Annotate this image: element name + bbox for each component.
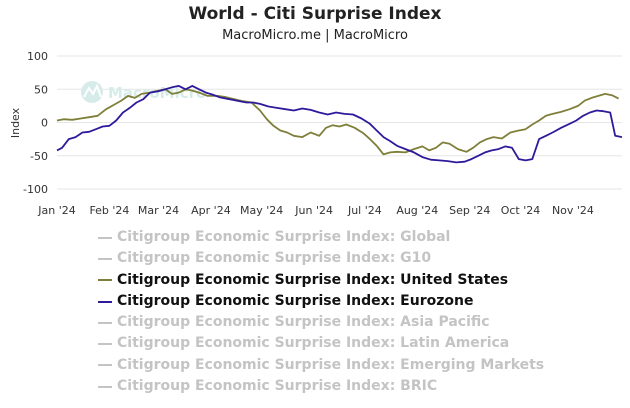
y-tick-label: -50 <box>30 150 48 163</box>
x-tick-label: Aug '24 <box>396 204 438 217</box>
y-axis-label: Index <box>9 107 22 138</box>
x-tick-label: Sep '24 <box>449 204 490 217</box>
legend-label: Citigroup Economic Surprise Index: Globa… <box>117 229 451 245</box>
legend-item[interactable]: Citigroup Economic Surprise Index: Euroz… <box>98 291 544 312</box>
y-axis-ticks: 100 50 0 -50 -100 <box>23 50 48 196</box>
y-tick-label: 50 <box>34 83 48 96</box>
legend-item[interactable]: Citigroup Economic Surprise Index: G10 <box>98 248 544 269</box>
legend: Citigroup Economic Surprise Index: Globa… <box>98 227 544 397</box>
legend-line-icon <box>98 279 112 282</box>
x-tick-label: Oct '24 <box>501 204 541 217</box>
legend-line-icon <box>98 236 112 239</box>
y-tick-label: -100 <box>23 183 48 196</box>
legend-line-icon <box>98 385 112 388</box>
legend-item[interactable]: Citigroup Economic Surprise Index: Asia … <box>98 312 544 333</box>
x-tick-label: Jul '24 <box>347 204 382 217</box>
x-tick-label: Mar '24 <box>138 204 179 217</box>
series-lines <box>56 85 623 164</box>
legend-line-icon <box>98 300 112 303</box>
x-axis-ticks: Jan '24 Feb '24 Mar '24 Apr '24 May '24 Jun '… <box>37 204 594 217</box>
legend-label: Citigroup Economic Surprise Index: Latin… <box>117 335 510 352</box>
x-tick-label: Feb '24 <box>89 204 129 217</box>
legend-item[interactable]: Citigroup Economic Surprise Index: Emerg… <box>98 355 544 376</box>
chart-subtitle: MacroMicro.me | MacroMicro <box>222 28 408 43</box>
y-tick-label: 100 <box>27 50 48 63</box>
x-tick-label: Apr '24 <box>191 204 231 217</box>
x-tick-label: May '24 <box>240 204 283 217</box>
legend-label: Citigroup Economic Surprise Index: Unite… <box>117 271 509 288</box>
legend-line-icon <box>98 321 112 324</box>
y-tick-label: 0 <box>41 117 48 130</box>
legend-item[interactable]: Citigroup Economic Surprise Index: Latin… <box>98 333 544 354</box>
legend-label: Citigroup Economic Surprise Index: Euroz… <box>117 292 474 309</box>
legend-line-icon <box>98 364 112 367</box>
x-tick-label: Nov '24 <box>552 204 594 217</box>
legend-label: Citigroup Economic Surprise Index: BRIC <box>117 378 438 395</box>
legend-item[interactable]: Citigroup Economic Surprise Index: Globa… <box>98 227 544 248</box>
legend-label: Citigroup Economic Surprise Index: Asia … <box>117 314 490 331</box>
legend-item[interactable]: Citigroup Economic Surprise Index: Unite… <box>98 270 544 291</box>
x-tick-label: Jan '24 <box>37 204 75 217</box>
series-line-3 <box>56 85 623 164</box>
x-tick-label: Jun '24 <box>294 204 333 217</box>
legend-line-icon <box>98 257 112 260</box>
legend-line-icon <box>98 343 112 346</box>
legend-label: Citigroup Economic Surprise Index: G10 <box>117 250 432 267</box>
chart-title: World - Citi Surprise Index <box>188 4 442 24</box>
legend-label: Citigroup Economic Surprise Index: Emerg… <box>117 356 545 373</box>
gridlines <box>57 55 622 190</box>
legend-item[interactable]: Citigroup Economic Surprise Index: BRIC <box>98 376 544 397</box>
